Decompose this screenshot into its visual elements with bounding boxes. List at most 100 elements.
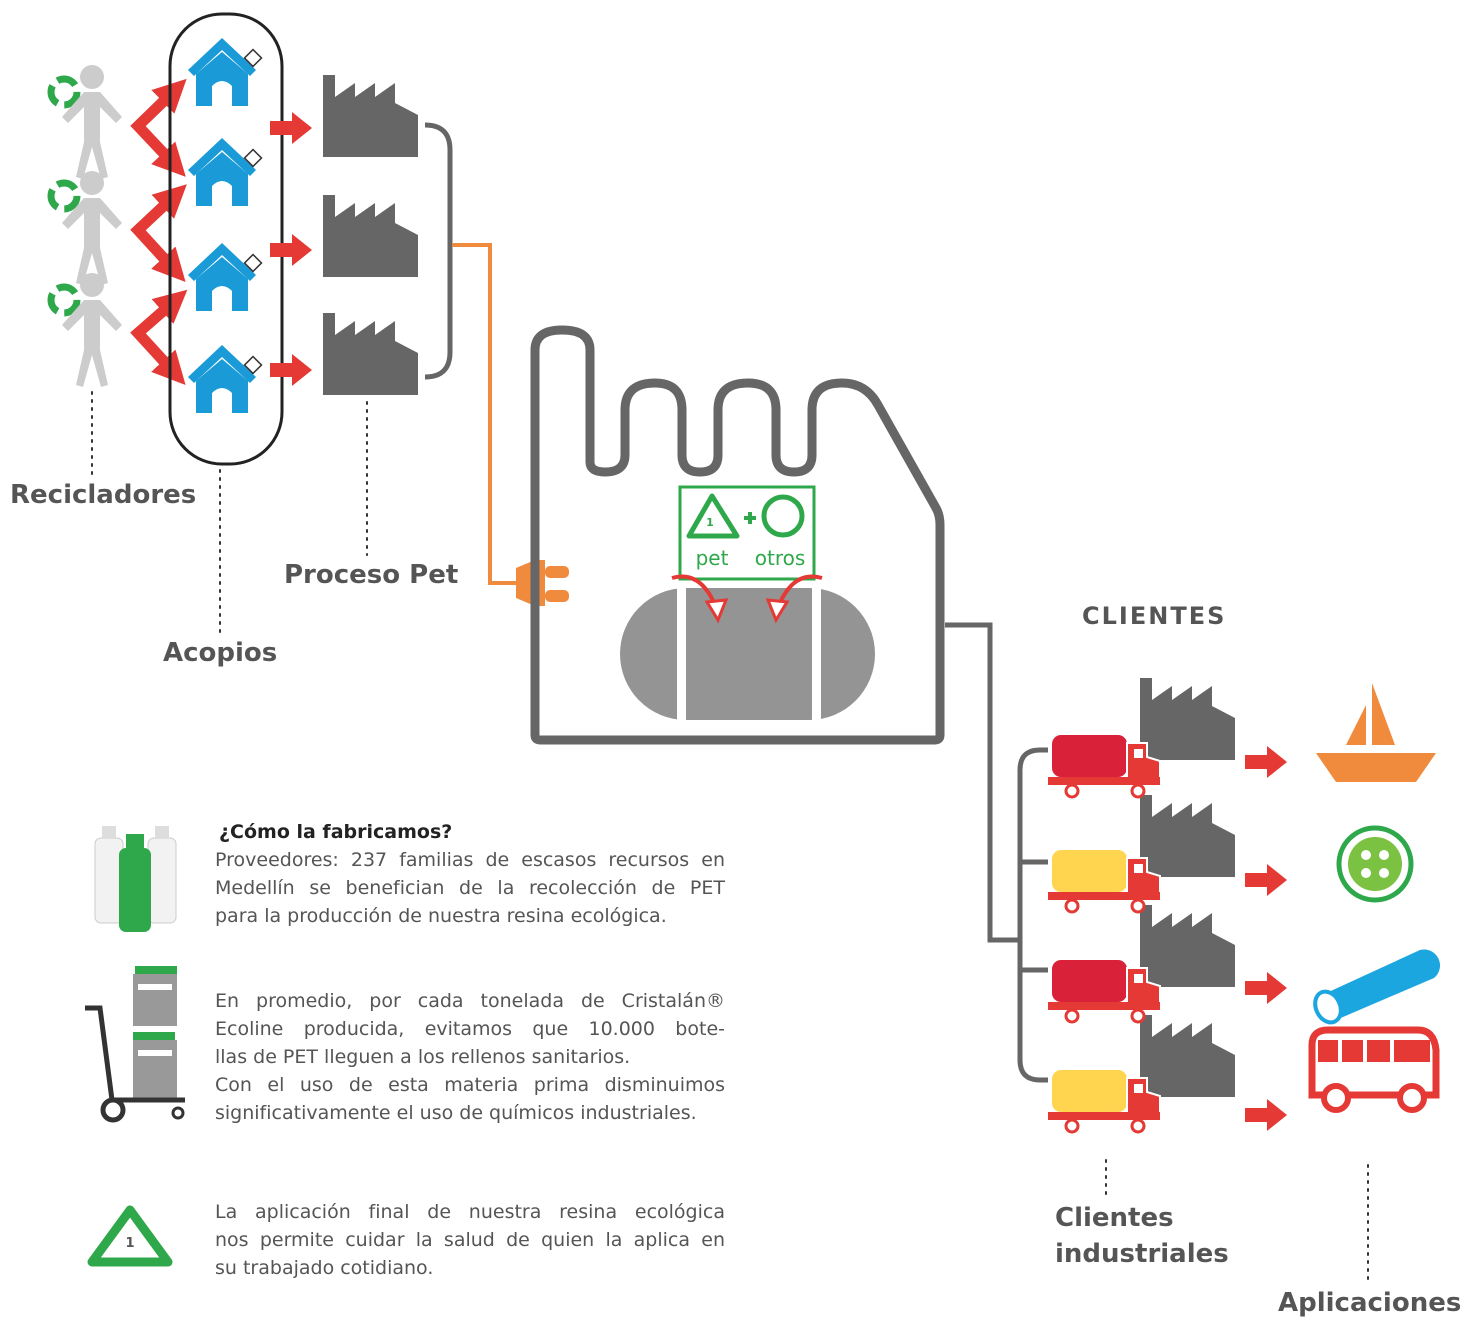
tank <box>620 585 875 725</box>
bottles-icon-part <box>95 838 123 923</box>
exchange-arrows-part <box>138 200 170 265</box>
button <box>1339 828 1411 900</box>
bottles-icon-part <box>126 834 144 848</box>
boat-part <box>1316 753 1436 782</box>
power-line <box>452 245 518 583</box>
pet-factories-part <box>323 313 418 395</box>
plug-part <box>545 590 569 602</box>
info-block: La aplicación final de nuestra resina ec… <box>215 1198 725 1282</box>
text-line: Con el uso de esta materia prima disminu… <box>215 1071 725 1099</box>
text-line: Proveedores: 237 familias de escasos rec… <box>215 846 725 874</box>
button-part <box>1361 850 1371 860</box>
heading: ¿Cómo la fabricamos? <box>215 818 725 846</box>
cart-icon-part <box>133 974 177 1026</box>
arrows-part <box>270 354 312 386</box>
client-factories-part <box>1140 905 1235 987</box>
tank-part <box>812 585 821 725</box>
boat-part <box>1372 683 1395 745</box>
trucks-part <box>1052 1070 1127 1112</box>
bottles-icon-part <box>155 826 169 838</box>
tube <box>1310 949 1440 1026</box>
client-factories-part <box>1140 678 1235 760</box>
trucks-part <box>1052 735 1127 777</box>
bottles-icon-part <box>102 826 116 838</box>
cart-icon-part <box>133 1032 175 1040</box>
cart-icon-part <box>138 1050 172 1056</box>
collection-centers-part <box>188 138 261 206</box>
collection-centers-part <box>188 345 261 413</box>
plug-part <box>545 566 569 578</box>
recyclers <box>51 65 122 387</box>
button-part <box>1379 868 1389 878</box>
sign-pet: pet <box>696 546 729 570</box>
text-line: Ecoline producida, evitamos que 10.000 b… <box>215 1015 725 1043</box>
info-block: En promedio, por cada tonelada de Crista… <box>215 987 725 1127</box>
trucks-part <box>1052 850 1127 892</box>
button-part <box>1379 850 1389 860</box>
bottles-icon-part <box>148 838 176 923</box>
text-line: llas de PET lleguen a los rellenos sanit… <box>215 1043 725 1071</box>
sign-otros: otros <box>755 546 806 570</box>
label: Recicladores <box>10 480 196 510</box>
text-line: nos permite cuidar la salud de quien la … <box>215 1226 725 1254</box>
text-line: para la producción de nuestra resina eco… <box>215 902 725 930</box>
plug <box>516 560 569 606</box>
bus <box>1312 1030 1436 1110</box>
cart-icon-part <box>103 1100 123 1120</box>
collection-centers-part <box>188 243 261 311</box>
arrows-part <box>1245 746 1287 778</box>
cart-icon-part <box>138 984 172 990</box>
label: Proceso Pet <box>284 560 458 590</box>
text-line: Medellín se benefician de la recolección… <box>215 874 725 902</box>
button-part <box>1348 837 1402 891</box>
arrows-part <box>270 112 312 144</box>
label-line: industriales <box>1055 1236 1229 1272</box>
pet-factories-part <box>323 75 418 157</box>
cart-icon-part <box>133 1040 177 1098</box>
client-bracket <box>1020 750 1048 1080</box>
icon-number: 1 <box>125 1236 134 1251</box>
cart-icon-part <box>135 966 177 974</box>
trucks-part <box>1052 960 1127 1002</box>
arrows <box>270 112 312 386</box>
cart-icon <box>85 966 185 1120</box>
arrows <box>1245 746 1287 1131</box>
exchange-arrows-part <box>138 95 170 160</box>
pet-factories-part <box>323 195 418 277</box>
tank-part <box>677 585 686 725</box>
infographic: 1 pet otros 1 Recicladores Acopios Proce… <box>0 0 1474 1329</box>
arrows-part <box>1245 1099 1287 1131</box>
text-line: La aplicación final de nuestra resina ec… <box>215 1198 725 1226</box>
client-factories-part <box>1140 795 1235 877</box>
arrows-part <box>1245 972 1287 1004</box>
pet-factories <box>323 75 418 395</box>
button-part <box>1361 868 1371 878</box>
bus-part <box>1400 1086 1424 1110</box>
text-line: su trabajado cotidiano. <box>215 1254 725 1282</box>
bus-part <box>1318 1040 1430 1062</box>
label: Aplicaciones <box>1278 1288 1461 1318</box>
info-block: ¿Cómo la fabricamos? Proveedores: 237 fa… <box>215 818 725 930</box>
label-line: Clientes <box>1055 1200 1229 1236</box>
text-line: En promedio, por cada tonelada de Crista… <box>215 987 725 1015</box>
bracket <box>425 125 450 377</box>
text-line: significativamente el uso de químicos in… <box>215 1099 725 1127</box>
recyclers-part <box>51 287 77 313</box>
bottles-icon-part <box>119 848 151 932</box>
distribution-line <box>945 625 1020 940</box>
boat-part <box>1346 705 1366 745</box>
arrows-part <box>270 234 312 266</box>
bus-part <box>1324 1086 1348 1110</box>
cart-icon-part <box>173 1108 183 1118</box>
section-title: CLIENTES <box>1082 602 1226 630</box>
recyclers-part <box>51 183 77 209</box>
tank-part <box>620 588 875 720</box>
arrows-part <box>1245 864 1287 896</box>
boat <box>1316 683 1436 782</box>
exchange-arrows <box>138 95 170 368</box>
collection-centers <box>188 38 261 413</box>
client-factories-part <box>1140 1015 1235 1097</box>
recyclers-part <box>51 79 77 105</box>
label: Acopios <box>163 638 277 668</box>
bottles-icon <box>95 826 176 932</box>
